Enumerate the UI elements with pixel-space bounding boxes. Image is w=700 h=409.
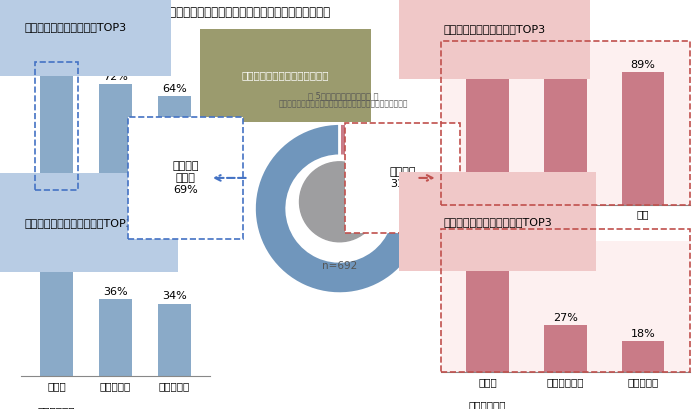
Text: 79%: 79%	[44, 62, 69, 72]
Text: （他の人の結婚式は見たり聞いたりしたことがない人は除く）: （他の人の結婚式は見たり聞いたりしたことがない人は除く）	[279, 99, 407, 108]
Text: 後悔して
いない
69%: 後悔して いない 69%	[172, 161, 199, 195]
Text: 60%: 60%	[475, 256, 500, 266]
Circle shape	[300, 162, 379, 242]
Text: 結婚式に対するイメージTOP3: 結婚式に対するイメージTOP3	[443, 25, 545, 34]
Wedge shape	[340, 124, 425, 240]
Wedge shape	[254, 124, 419, 294]
Text: 36%: 36%	[103, 287, 128, 297]
Bar	[99, 299, 132, 376]
Bar	[544, 67, 587, 204]
Text: n=692: n=692	[322, 261, 357, 272]
Bar	[99, 84, 132, 190]
Text: 89%: 89%	[631, 60, 655, 70]
Bar	[622, 72, 664, 204]
Text: 後悔した
31%: 後悔した 31%	[389, 167, 416, 189]
Text: <図2>  結婚式を挙げなかった人の後悔率・結婚式に対するイメージ・結婚式を挙げなかった理由: <図2> 結婚式を挙げなかった人の後悔率・結婚式に対するイメージ・結婚式を挙げな…	[7, 6, 330, 19]
Bar	[544, 325, 587, 372]
Text: 18%: 18%	[631, 329, 655, 339]
Text: 72%: 72%	[103, 72, 128, 82]
Bar	[40, 267, 73, 376]
Text: 64%: 64%	[162, 84, 187, 94]
Text: 51%: 51%	[44, 255, 69, 265]
Text: ［ 5年以内の結婚者ベース ］: ［ 5年以内の結婚者ベース ］	[308, 92, 378, 101]
Text: 結婚式に対するイメージTOP3: 結婚式に対するイメージTOP3	[25, 22, 127, 31]
Text: 結婚式を挙げずに後悔した割合: 結婚式を挙げずに後悔した割合	[241, 71, 329, 81]
Bar	[40, 74, 73, 190]
Bar	[158, 303, 191, 376]
Bar	[466, 267, 509, 372]
Text: 27%: 27%	[553, 313, 578, 324]
Text: 結婚式を挙げなかった理由TOP3: 結婚式を挙げなかった理由TOP3	[443, 217, 552, 227]
Text: 結婚式を挙げなかった理由TOP3: 結婚式を挙げなかった理由TOP3	[25, 218, 133, 228]
Text: 92%: 92%	[553, 56, 578, 65]
Text: 93%: 93%	[475, 54, 500, 64]
Bar	[158, 96, 191, 190]
Bar	[466, 66, 509, 204]
Text: 高い・高そう: 高い・高そう	[38, 406, 75, 409]
Text: 高い・高そう: 高い・高そう	[469, 400, 506, 409]
Bar	[622, 341, 664, 372]
Text: 34%: 34%	[162, 291, 187, 301]
